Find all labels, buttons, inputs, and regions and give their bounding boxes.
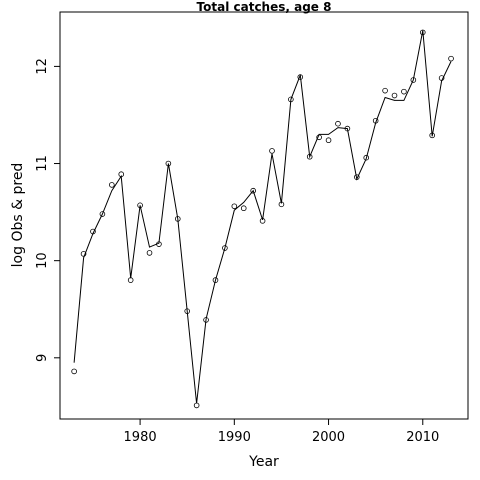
y-tick-label-11: 11 [35,155,50,172]
y-tick-label-9: 9 [35,354,50,362]
observed-point-1974 [80,251,87,257]
x-tick-label-1990: 1990 [218,430,251,445]
observed-point-1989 [222,245,228,251]
x-axis-label: Year [248,454,279,470]
observed-point-2013 [448,55,454,62]
y-axis: 9 10 11 12 [35,58,60,362]
observed-point-1986 [193,402,200,409]
y-tick-label-12: 12 [35,58,50,75]
observed-point-2000 [325,137,332,144]
plot-frame [59,11,469,420]
y-axis-label: log Obs & pred [10,163,26,268]
observed-point-1979 [127,277,134,283]
observed-point-2007 [391,92,398,99]
observed-point-1994 [269,148,275,154]
observed-point-1981 [146,250,153,256]
observed-point-1991 [240,205,247,212]
x-tick-label-2000: 2000 [312,430,345,445]
predicted-line [73,30,452,404]
observed-point-1977 [109,182,115,188]
observed-point-2008 [401,88,407,95]
observed-point-1988 [212,277,219,283]
observed-point-1976 [99,211,106,217]
observed-point-1973 [71,368,77,375]
x-tick-label-1980: 1980 [124,430,157,445]
series-layer [71,29,454,409]
chart-title: Total catches, age 8 [197,0,332,14]
observed-point-1997 [297,74,304,80]
observed-point-1992 [250,187,256,194]
x-tick-label-2010: 2010 [406,430,439,445]
observed-point-2006 [382,87,388,94]
observed-point-2004 [363,154,370,161]
observed-point-1990 [231,203,238,210]
y-tick-label-10: 10 [35,252,50,269]
x-axis: 1980 1990 2000 2010 [124,419,439,445]
observed-point-2001 [335,120,341,127]
